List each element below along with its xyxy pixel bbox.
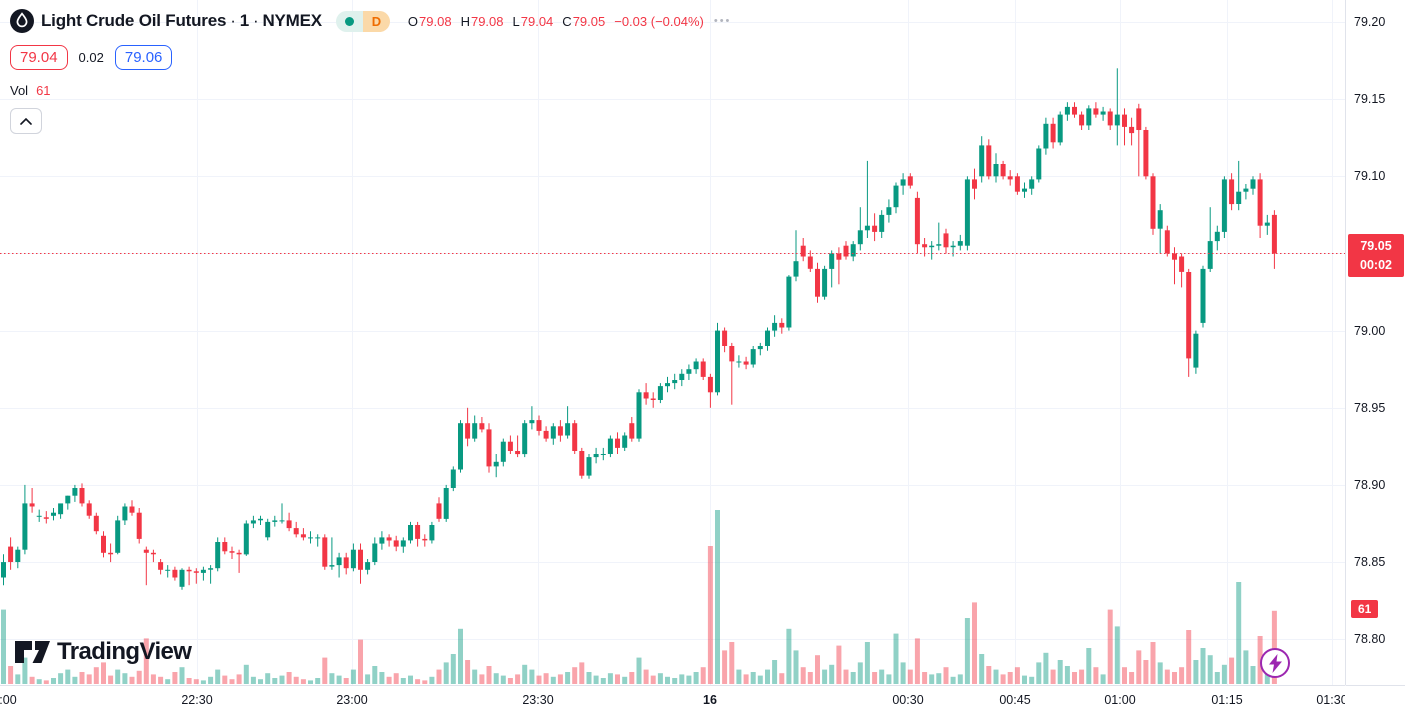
bar-countdown: 00:02 <box>1360 257 1392 272</box>
volume-axis-label: 61 <box>1351 599 1379 618</box>
boost-button[interactable] <box>1260 648 1290 678</box>
time-tick-label: 16 <box>703 693 717 707</box>
oil-drop-icon <box>10 9 34 33</box>
time-tick-label: 01:30 <box>1316 693 1348 707</box>
time-tick-label: :00 <box>0 693 17 707</box>
price-tick-label: 78.95 <box>1354 400 1386 415</box>
time-tick-label: 22:30 <box>181 693 213 707</box>
axis-corner <box>1345 685 1405 713</box>
time-tick-label: 00:45 <box>999 693 1031 707</box>
time-tick-label: 00:30 <box>892 693 924 707</box>
price-tick-label: 79.00 <box>1354 323 1386 338</box>
volume-bars <box>1 510 1277 684</box>
collapse-legend-button[interactable] <box>10 108 42 134</box>
close-value: 79.05 <box>572 13 606 29</box>
time-tick-label: 23:00 <box>336 693 368 707</box>
high-value: 79.08 <box>470 13 504 29</box>
ohlc-readout: O79.08 H79.08 L79.04 C79.05 −0.03 (−0.04… <box>407 13 704 29</box>
time-tick-label: 01:15 <box>1211 693 1243 707</box>
more-options-button[interactable]: ••• <box>713 15 732 27</box>
time-tick-label: 23:30 <box>522 693 554 707</box>
price-tick-label: 79.20 <box>1354 15 1386 29</box>
current-price-label: 79.05 00:02 <box>1348 234 1404 277</box>
market-open-dot-icon <box>344 16 354 26</box>
price-tick-label: 78.90 <box>1354 477 1386 492</box>
open-value: 79.08 <box>419 13 452 29</box>
lightning-bolt-icon <box>1268 653 1282 673</box>
tradingview-watermark-text: TradingView <box>57 638 192 665</box>
spread-value: 0.02 <box>78 49 104 65</box>
chart-plot-area[interactable] <box>0 0 1345 685</box>
tradingview-logo-icon <box>15 641 50 663</box>
interval-badge: D <box>362 10 390 32</box>
time-tick-label: 01:00 <box>1104 693 1136 707</box>
price-axis[interactable]: 79.05 00:02 61 79.20 79.15 79.10 79.05 79.00… <box>1345 0 1405 685</box>
candlesticks <box>1 68 1277 590</box>
grid-lines <box>0 0 1345 685</box>
chevron-up-icon <box>20 117 32 125</box>
sell-bid-button[interactable]: 79.04 <box>10 44 68 70</box>
interval-value: 1 <box>239 11 249 30</box>
volume-indicator-label[interactable]: Vol <box>10 83 29 98</box>
volume-indicator-value: 61 <box>36 83 51 98</box>
market-status-segment <box>335 10 363 32</box>
current-price-value: 79.05 <box>1360 239 1392 254</box>
buy-ask-button[interactable]: 79.06 <box>114 44 173 70</box>
symbol-title[interactable]: Light Crude Oil Futures · 1 · NYMEX <box>41 11 322 30</box>
time-axis[interactable]: :00 22:30 23:00 23:30 16 00:30 00:45 01:00 01:15… <box>0 685 1348 713</box>
market-status-interval-chip[interactable]: D <box>335 10 390 32</box>
price-tick-label: 79.15 <box>1354 92 1386 107</box>
price-tick-label: 78.80 <box>1354 632 1386 647</box>
price-tick-label: 79.10 <box>1354 169 1386 184</box>
tradingview-watermark[interactable]: TradingView <box>14 638 192 666</box>
exchange-name: NYMEX <box>262 11 322 30</box>
change-value: −0.03 (−0.04%) <box>614 13 704 29</box>
low-value: 79.04 <box>520 13 554 29</box>
symbol-name: Light Crude Oil Futures <box>41 11 227 30</box>
chart-legend: Light Crude Oil Futures · 1 · NYMEX D O79.08… <box>10 8 731 134</box>
price-tick-label: 78.85 <box>1354 555 1386 570</box>
